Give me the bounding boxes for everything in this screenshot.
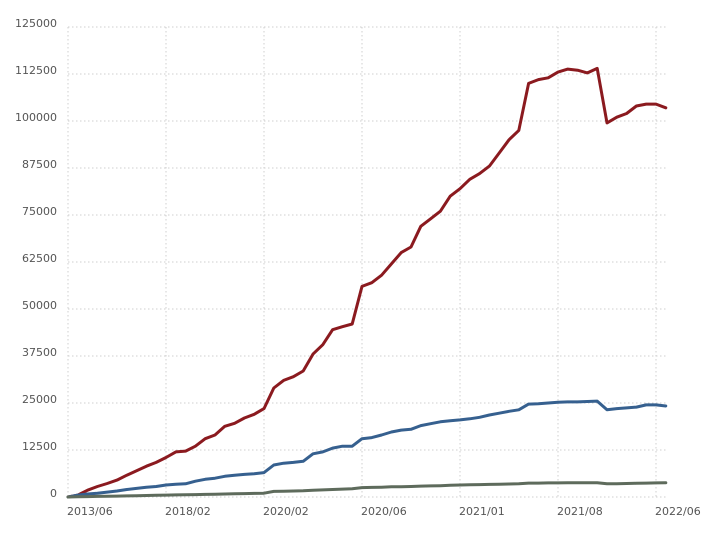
series-line	[66, 66, 668, 499]
x-tick-label: 2022/06	[655, 505, 701, 518]
y-tick-label: 87500	[22, 158, 57, 171]
y-tick-label: 100000	[15, 111, 57, 124]
y-tick-label: 12500	[22, 440, 57, 453]
y-tick-label: 0	[50, 487, 57, 500]
x-tick-label: 2020/02	[263, 505, 309, 518]
y-tick-label: 62500	[22, 252, 57, 265]
y-tick-label: 25000	[22, 393, 57, 406]
x-tick-label: 2021/01	[459, 505, 505, 518]
y-tick-label: 75000	[22, 205, 57, 218]
series-line	[66, 399, 668, 499]
y-tick-label: 112500	[15, 64, 57, 77]
series-line	[66, 481, 668, 499]
y-tick-label: 125000	[15, 17, 57, 30]
x-tick-label: 2021/08	[557, 505, 603, 518]
y-tick-label: 50000	[22, 299, 57, 312]
y-tick-label: 37500	[22, 346, 57, 359]
x-tick-label: 2018/02	[165, 505, 211, 518]
x-tick-label: 2020/06	[361, 505, 407, 518]
x-tick-label: 2013/06	[67, 505, 113, 518]
